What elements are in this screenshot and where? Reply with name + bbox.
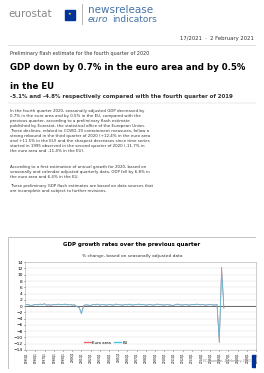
Text: -5.1% and -4.8% respectively compared with the fourth quarter of 2019: -5.1% and -4.8% respectively compared wi… — [10, 94, 233, 99]
Text: In the fourth quarter 2020, seasonally adjusted GDP decreased by
0.7% in the eur: In the fourth quarter 2020, seasonally a… — [10, 109, 151, 153]
Text: in the EU: in the EU — [10, 82, 54, 91]
Text: EC, Eurostat, 2 February 2021: EC, Eurostat, 2 February 2021 — [203, 359, 251, 363]
Text: According to a first estimation of annual growth for 2020, based on
seasonally a: According to a first estimation of annua… — [10, 165, 150, 179]
Text: % change, based on seasonally adjusted data: % change, based on seasonally adjusted d… — [82, 254, 182, 258]
Bar — [65, 10, 75, 20]
Text: ★: ★ — [68, 12, 72, 16]
Text: GDP growth rates over the previous quarter: GDP growth rates over the previous quart… — [63, 242, 201, 247]
Text: indicators: indicators — [112, 15, 157, 24]
Text: GDP down by 0.7% in the euro area and by 0.5%: GDP down by 0.7% in the euro area and by… — [10, 63, 246, 72]
Text: Preliminary flash estimate for the fourth quarter of 2020: Preliminary flash estimate for the fourt… — [10, 51, 150, 56]
Text: These preliminary GDP flash estimates are based on data sources that
are incompl: These preliminary GDP flash estimates ar… — [10, 184, 154, 193]
Bar — [252, 355, 256, 367]
Text: eurostat: eurostat — [8, 9, 52, 19]
Legend: Euro area, EU: Euro area, EU — [83, 339, 129, 346]
Text: newsrelease: newsrelease — [88, 5, 153, 15]
Text: euro: euro — [88, 15, 109, 24]
Text: 17/2021  ·  2 February 2021: 17/2021 · 2 February 2021 — [180, 36, 254, 41]
